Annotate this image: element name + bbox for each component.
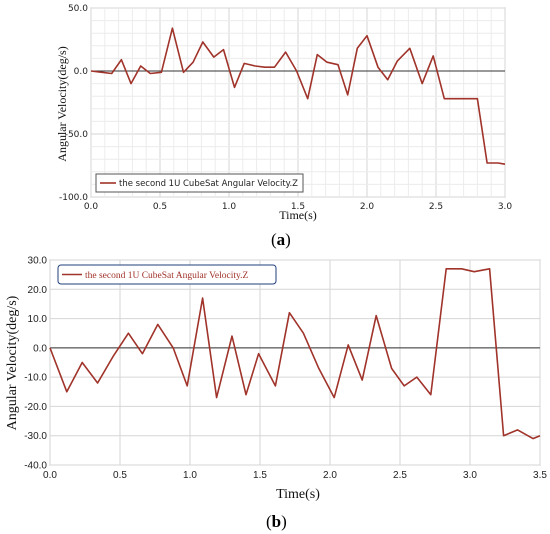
y-tick-label: 30.0 — [28, 256, 48, 267]
x-tick-label: 3.5 — [533, 470, 547, 481]
x-axis-label: Time(s) — [276, 487, 320, 502]
x-tick-label: 0.5 — [153, 202, 167, 212]
x-tick-label: 0.0 — [43, 470, 57, 481]
y-tick-label: -50.0 — [65, 130, 89, 140]
y-tick-label: 10.0 — [28, 314, 48, 325]
x-tick-label: 1.0 — [222, 202, 237, 212]
x-tick-label: 2.5 — [429, 202, 443, 212]
x-tick-label: 1.5 — [253, 470, 267, 481]
legend-box — [95, 173, 304, 193]
y-tick-label: 0.0 — [74, 67, 89, 77]
chart-a: 0.0 0.5 1.0 1.5 2.0 2.5 3.0 50.0 0.0 -50.0 -100.0 T… — [55, 4, 512, 222]
series-line — [90, 27, 506, 165]
legend-box — [57, 264, 277, 285]
x-tick-label: 0.5 — [113, 470, 127, 481]
y-axis-label: Angular Velocity(deg/s) — [5, 295, 20, 430]
y-tick-label: 50.0 — [68, 4, 88, 14]
x-tick-label: 2.0 — [323, 470, 337, 481]
legend-label: the second 1U CubeSat Angular Velocity.Z — [119, 179, 298, 189]
x-tick-label: 1.5 — [291, 202, 305, 212]
y-tick-label: -100.0 — [59, 193, 88, 203]
y-tick-label: -10.0 — [24, 373, 47, 384]
x-tick-label: 3.0 — [498, 202, 513, 212]
legend-label: the second 1U CubeSat Angular Velocity.Z — [85, 271, 249, 281]
x-tick-label: 0.0 — [84, 202, 99, 212]
x-tick-label: 3.0 — [463, 470, 477, 481]
y-tick-label: 0.0 — [33, 343, 47, 354]
y-tick-label: -40.0 — [24, 461, 47, 472]
y-axis-label: Angular Velocity(deg/s) — [55, 46, 69, 161]
chart-b: 0.0 0.5 1.0 1.5 2.0 2.5 3.0 3.530.020.010.00.0-… — [5, 256, 547, 503]
x-tick-label: 1.0 — [183, 470, 197, 481]
series-line — [49, 267, 541, 440]
caption-b: (b) — [266, 512, 287, 531]
plot-area — [49, 259, 541, 466]
x-axis-label: Time(s) — [279, 208, 317, 222]
y-tick-label: -20.0 — [24, 402, 47, 413]
x-tick-label: 2.0 — [360, 202, 375, 212]
x-tick-label: 2.5 — [393, 470, 407, 481]
y-tick-label: 20.0 — [28, 285, 48, 296]
y-tick-label: -30.0 — [24, 431, 47, 442]
caption-a: (a) — [271, 230, 291, 249]
